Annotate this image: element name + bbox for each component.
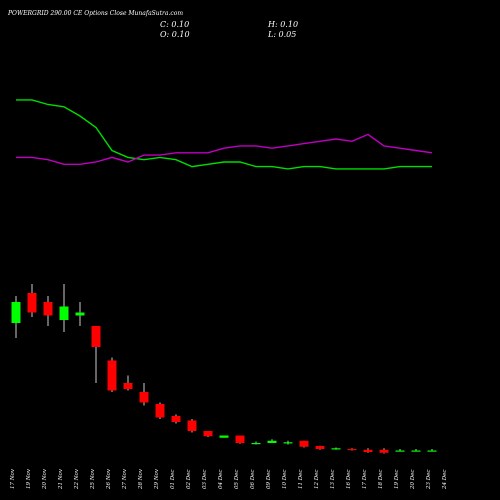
x-tick-label: 06 Dec	[250, 470, 256, 490]
high-label: H: 0.10	[267, 20, 298, 29]
candle	[251, 441, 261, 445]
candle-body	[395, 450, 405, 452]
x-tick-label: 23 Dec	[426, 470, 432, 491]
candle-body	[139, 392, 149, 403]
x-tick-label: 25 Nov	[90, 468, 96, 490]
x-tick-label: 05 Dec	[234, 470, 240, 490]
candle-body	[331, 448, 341, 450]
candle-body	[43, 302, 53, 316]
x-tick-label: 03 Dec	[202, 470, 208, 490]
candle-body	[187, 420, 197, 431]
x-tick-label: 09 Dec	[266, 470, 272, 490]
x-tick-label: 20 Dec	[410, 470, 416, 491]
candle	[331, 447, 341, 450]
x-tick-label: 10 Dec	[282, 470, 288, 490]
x-tick-label: 17 Dec	[362, 470, 368, 490]
candle-body	[235, 435, 245, 443]
candle	[155, 402, 165, 419]
x-tick-label: 04 Dec	[218, 470, 224, 490]
candle-body	[91, 326, 101, 347]
candle	[203, 431, 213, 437]
candle-body	[347, 449, 357, 451]
candle-body	[363, 449, 373, 452]
x-tick-label: 16 Dec	[346, 470, 352, 490]
candle	[59, 284, 69, 332]
candle-body	[123, 383, 133, 389]
candle-body	[203, 431, 213, 437]
candle-body	[299, 440, 309, 447]
candle	[123, 375, 133, 391]
x-tick-label: 20 Nov	[42, 468, 48, 490]
x-tick-label: 11 Dec	[298, 470, 304, 490]
candle-body	[283, 442, 293, 444]
candle	[299, 440, 309, 448]
x-tick-label: 01 Dec	[170, 470, 176, 490]
candle-body	[75, 312, 85, 316]
candle	[411, 449, 421, 452]
x-tick-label: 26 Nov	[106, 468, 112, 490]
x-tick-label: 24 Dec	[442, 470, 448, 491]
candle-body	[251, 443, 261, 445]
x-tick-label: 28 Nov	[138, 468, 144, 490]
x-tick-label: 21 Nov	[58, 468, 64, 490]
candle-body	[267, 440, 277, 443]
x-tick-label: 17 Nov	[10, 468, 16, 489]
candle-body	[59, 306, 69, 320]
candle	[27, 284, 37, 317]
candle-body	[155, 404, 165, 418]
low-label: L: 0.05	[267, 30, 296, 39]
x-tick-label: 22 Nov	[74, 468, 80, 490]
x-tick-label: 12 Dec	[314, 470, 320, 490]
candle	[219, 435, 229, 438]
candle	[283, 440, 293, 445]
candle	[91, 326, 101, 383]
candles	[11, 284, 437, 454]
x-tick-label: 27 Nov	[122, 468, 128, 490]
chart-title: POWERGRID 290.00 CE Options Close Munafa…	[7, 10, 183, 17]
candle-body	[219, 435, 229, 438]
candle-body	[27, 293, 37, 313]
candle	[75, 302, 85, 326]
candle	[395, 449, 405, 452]
candle	[43, 296, 53, 326]
candle	[171, 414, 181, 424]
candle	[379, 448, 389, 454]
candle-body	[315, 446, 325, 449]
candle	[267, 439, 277, 443]
x-tick-label: 02 Dec	[186, 470, 192, 490]
candle	[315, 445, 325, 450]
open-label: O: 0.10	[160, 30, 190, 39]
candle-body	[379, 449, 389, 453]
x-tick-label: 19 Dec	[394, 470, 400, 490]
candle-body	[427, 450, 437, 452]
candle-body	[11, 302, 21, 323]
candle	[363, 448, 373, 453]
candle	[11, 296, 21, 338]
candle	[347, 448, 357, 451]
x-tick-label: 29 Nov	[154, 468, 160, 490]
candle	[427, 449, 437, 452]
candle	[235, 435, 245, 444]
x-tick-label: 13 Dec	[330, 470, 336, 490]
close-label: C: 0.10	[160, 20, 189, 29]
indicator-lines	[16, 99, 433, 170]
indicator-line-1	[16, 99, 432, 170]
candle-body	[171, 416, 181, 422]
candle-body	[107, 360, 117, 391]
candle	[187, 419, 197, 433]
candle-body	[411, 450, 421, 452]
x-axis-labels: 17 Nov 19 Nov 20 Nov 21 Nov 22 Nov 25 Nov 26 N…	[10, 468, 448, 490]
x-tick-label: 19 Nov	[26, 468, 32, 489]
x-tick-label: 18 Dec	[378, 470, 384, 490]
indicator-line-2	[16, 133, 433, 166]
candle	[139, 383, 149, 406]
candle	[107, 357, 117, 392]
